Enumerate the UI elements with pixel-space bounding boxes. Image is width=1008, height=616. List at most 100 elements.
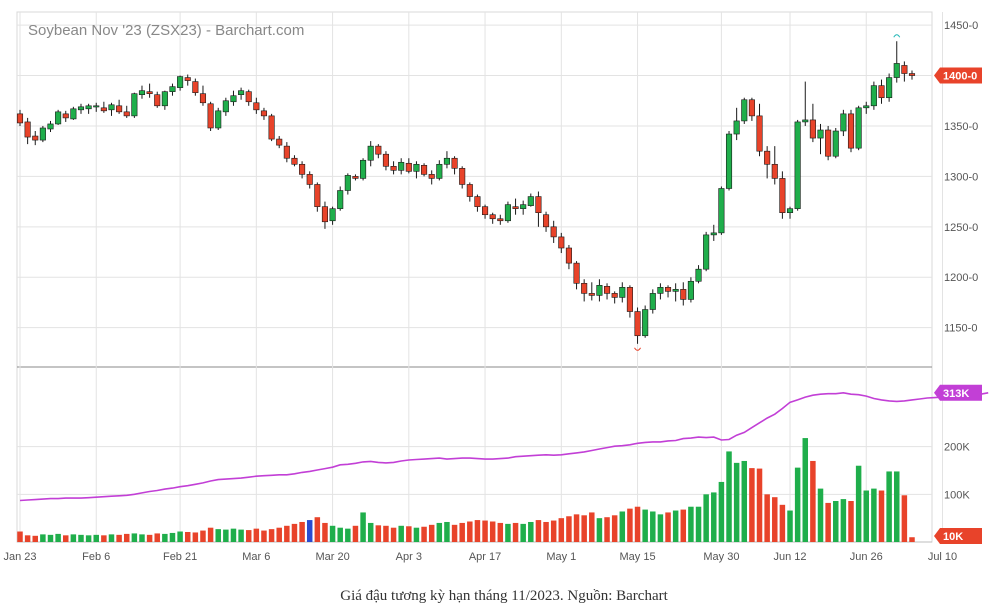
- candle-body: [649, 293, 656, 310]
- volume-bar: [672, 510, 679, 542]
- open-interest-badge-shape: [934, 384, 982, 401]
- volume-bar: [817, 488, 824, 542]
- candle-body: [77, 106, 85, 111]
- candle-body: [93, 105, 100, 108]
- volume-badge-shape: [934, 528, 982, 544]
- volume-bar: [352, 525, 359, 542]
- candle-body: [802, 119, 809, 123]
- candle-body: [260, 110, 268, 117]
- candle-body: [138, 90, 146, 96]
- candle-body: [748, 99, 755, 117]
- volume-bar: [459, 522, 465, 542]
- candle-body: [321, 206, 329, 223]
- candle-body: [474, 196, 481, 207]
- candle-body: [443, 157, 450, 165]
- candle-body: [573, 262, 580, 284]
- volume-bar: [855, 465, 862, 542]
- volume-bar: [253, 528, 260, 542]
- candle-body: [695, 268, 702, 282]
- grid-layer: [16, 11, 943, 543]
- volume-layer: [17, 438, 915, 542]
- candle-body: [680, 289, 687, 300]
- volume-badge: 10K: [934, 528, 982, 544]
- candle-body: [146, 91, 153, 94]
- candle-layer: [16, 34, 916, 351]
- volume-bar: [101, 535, 107, 542]
- candle-body: [276, 138, 283, 146]
- volume-bar: [162, 533, 168, 542]
- volume-bar: [32, 535, 38, 542]
- volume-bar: [497, 522, 504, 542]
- candle-body: [177, 76, 184, 88]
- volume-bar: [154, 533, 160, 542]
- volume-bar: [291, 523, 298, 542]
- candle-body: [184, 77, 191, 81]
- volume-bar: [749, 468, 755, 542]
- candle-body: [215, 110, 222, 129]
- candle-body: [199, 93, 207, 104]
- candle-body: [47, 123, 54, 130]
- candle-body: [543, 214, 550, 228]
- volume-bar: [566, 516, 572, 542]
- candle-body: [825, 129, 832, 157]
- volume-bar: [223, 529, 229, 542]
- x-tick-label: May 15: [619, 551, 655, 563]
- candle-body: [863, 105, 870, 109]
- candle-body: [489, 214, 496, 220]
- volume-bar: [840, 499, 847, 542]
- candle-body: [169, 86, 176, 92]
- volume-bar: [764, 494, 770, 542]
- last-price-badge: 1400-0: [934, 67, 982, 84]
- low-marker: [634, 347, 641, 351]
- volume-bar: [70, 534, 77, 542]
- candle-body: [329, 208, 336, 222]
- volume-bar: [657, 514, 664, 542]
- candle-body: [230, 95, 237, 103]
- candle-body: [832, 130, 839, 157]
- candle-body: [558, 236, 565, 249]
- candle-body: [344, 175, 351, 191]
- candle-body: [687, 280, 694, 300]
- candle-body: [603, 286, 611, 294]
- candle-body: [870, 85, 877, 107]
- volume-tick-label: 100K: [944, 489, 970, 501]
- volume-bar: [17, 531, 23, 542]
- open-interest-badge-text: 313K: [943, 388, 969, 400]
- volume-bar: [177, 531, 183, 542]
- volume-bar: [299, 521, 305, 542]
- soybean-chart: 1150-0 1200-0 1250-0 1300-0 1350-0 1400-0 1450…: [3, 11, 989, 563]
- volume-bar: [116, 534, 122, 542]
- price-tick-label: 1250-0: [944, 222, 978, 234]
- volume-bar: [878, 490, 885, 542]
- price-tick-label: 1300-0: [944, 171, 978, 183]
- volume-bar: [688, 506, 694, 542]
- candle-body: [817, 129, 824, 139]
- price-tick-label: 1450-0: [944, 20, 978, 32]
- x-tick-label: Jun 12: [774, 551, 807, 563]
- candle-body: [70, 108, 77, 120]
- candle-body: [413, 163, 420, 172]
- volume-bar: [680, 509, 687, 542]
- volume-bar: [802, 438, 809, 542]
- candle-body: [314, 184, 321, 207]
- axis-layer: 1150-0 1200-0 1250-0 1300-0 1350-0 1400-0 1450…: [3, 20, 982, 563]
- candle-body: [535, 196, 542, 214]
- candle-body: [352, 176, 359, 179]
- volume-bar: [284, 525, 290, 542]
- x-tick-label: May 1: [546, 551, 576, 563]
- x-tick-label: Mar 6: [242, 551, 270, 563]
- volume-bar: [528, 521, 534, 542]
- volume-bar: [268, 529, 275, 542]
- x-tick-label: Feb 21: [163, 551, 197, 563]
- candle-body: [657, 287, 664, 294]
- volume-bar: [825, 502, 831, 542]
- candle-body: [634, 311, 641, 337]
- candle-body: [512, 206, 519, 209]
- x-tick-label: Apr 17: [469, 551, 501, 563]
- candle-body: [550, 226, 557, 238]
- volume-bar: [474, 520, 481, 542]
- candle-body: [809, 119, 816, 139]
- volume-bar: [848, 501, 854, 542]
- candle-body: [786, 208, 794, 214]
- candle-body: [725, 133, 733, 189]
